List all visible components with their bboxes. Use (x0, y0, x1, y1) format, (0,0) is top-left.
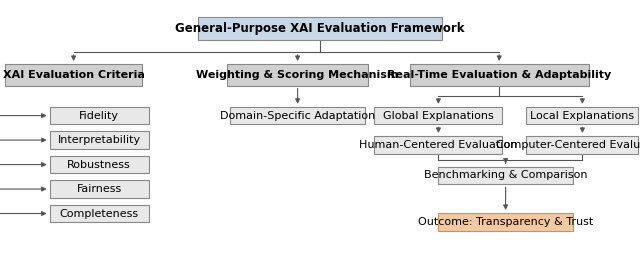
Text: Fairness: Fairness (77, 184, 122, 194)
Text: Interpretability: Interpretability (58, 135, 141, 145)
FancyBboxPatch shape (526, 136, 639, 153)
Text: Local Explanations: Local Explanations (531, 111, 634, 120)
Text: Robustness: Robustness (67, 160, 131, 169)
FancyBboxPatch shape (374, 107, 502, 125)
Text: XAI Evaluation Criteria: XAI Evaluation Criteria (3, 70, 145, 80)
Text: Completeness: Completeness (60, 209, 139, 218)
Text: Global Explanations: Global Explanations (383, 111, 494, 120)
Text: Benchmarking & Comparison: Benchmarking & Comparison (424, 171, 588, 180)
Text: Fidelity: Fidelity (79, 111, 119, 120)
FancyBboxPatch shape (50, 205, 148, 222)
Text: Outcome: Transparency & Trust: Outcome: Transparency & Trust (418, 217, 593, 227)
FancyBboxPatch shape (50, 107, 148, 125)
FancyBboxPatch shape (374, 136, 502, 153)
Text: Real-Time Evaluation & Adaptability: Real-Time Evaluation & Adaptability (387, 70, 611, 80)
FancyBboxPatch shape (526, 107, 639, 125)
FancyBboxPatch shape (5, 64, 143, 86)
Text: Domain-Specific Adaptation: Domain-Specific Adaptation (220, 111, 375, 120)
FancyBboxPatch shape (50, 131, 148, 149)
FancyBboxPatch shape (50, 156, 148, 174)
Text: Human-Centered Evaluation: Human-Centered Evaluation (359, 140, 518, 150)
Text: Computer-Centered Evaluation: Computer-Centered Evaluation (496, 140, 640, 150)
FancyBboxPatch shape (438, 166, 573, 184)
FancyBboxPatch shape (198, 17, 442, 40)
Text: General-Purpose XAI Evaluation Framework: General-Purpose XAI Evaluation Framework (175, 22, 465, 35)
FancyBboxPatch shape (230, 107, 365, 125)
FancyBboxPatch shape (227, 64, 368, 86)
FancyBboxPatch shape (50, 180, 148, 198)
FancyBboxPatch shape (410, 64, 589, 86)
FancyBboxPatch shape (438, 213, 573, 231)
Text: Weighting & Scoring Mechanism: Weighting & Scoring Mechanism (196, 70, 399, 80)
